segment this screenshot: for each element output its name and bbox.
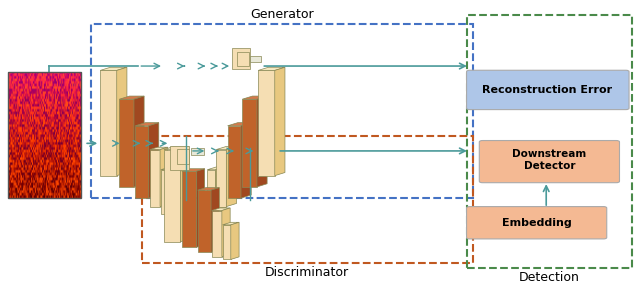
Polygon shape [116,67,127,176]
Polygon shape [258,67,285,71]
Polygon shape [160,147,168,206]
Text: Embedding: Embedding [502,218,572,228]
Text: Downstream
Detector: Downstream Detector [512,149,586,171]
FancyBboxPatch shape [232,48,250,69]
FancyBboxPatch shape [479,141,620,183]
FancyBboxPatch shape [119,99,134,187]
Polygon shape [135,123,159,126]
FancyBboxPatch shape [223,225,231,259]
Polygon shape [119,96,144,99]
FancyBboxPatch shape [191,147,204,155]
Polygon shape [222,208,230,257]
Text: Detection: Detection [519,271,580,284]
Polygon shape [228,123,251,126]
Polygon shape [275,67,285,176]
Polygon shape [164,147,189,149]
Polygon shape [100,67,127,71]
FancyBboxPatch shape [228,126,241,198]
Polygon shape [169,167,177,214]
FancyBboxPatch shape [216,149,227,206]
Text: Reconstruction Error: Reconstruction Error [483,85,612,95]
FancyBboxPatch shape [198,190,211,252]
FancyBboxPatch shape [177,149,189,164]
Polygon shape [241,123,251,198]
Polygon shape [180,147,189,242]
Polygon shape [257,96,267,187]
Text: Generator: Generator [250,8,314,21]
Polygon shape [182,169,205,171]
FancyBboxPatch shape [467,206,607,239]
Polygon shape [134,96,144,187]
FancyBboxPatch shape [100,71,116,176]
FancyBboxPatch shape [212,211,222,257]
Polygon shape [212,208,230,211]
Text: Discriminator: Discriminator [265,266,349,278]
Polygon shape [198,187,220,190]
FancyBboxPatch shape [161,170,169,214]
FancyBboxPatch shape [467,70,629,110]
Polygon shape [223,222,239,225]
FancyBboxPatch shape [164,149,180,242]
Polygon shape [216,167,226,214]
Polygon shape [216,146,237,149]
Polygon shape [150,147,168,149]
FancyBboxPatch shape [243,99,257,187]
Polygon shape [161,167,177,170]
Polygon shape [148,123,159,198]
Polygon shape [211,187,220,252]
FancyBboxPatch shape [258,71,275,176]
FancyBboxPatch shape [182,171,196,247]
FancyBboxPatch shape [237,52,248,66]
FancyBboxPatch shape [207,170,216,214]
Polygon shape [243,96,267,99]
FancyBboxPatch shape [135,126,148,198]
Polygon shape [231,222,239,259]
Polygon shape [227,146,237,206]
Polygon shape [196,169,205,247]
FancyBboxPatch shape [250,56,261,62]
FancyBboxPatch shape [150,149,160,206]
Polygon shape [207,167,226,170]
FancyBboxPatch shape [170,146,189,170]
